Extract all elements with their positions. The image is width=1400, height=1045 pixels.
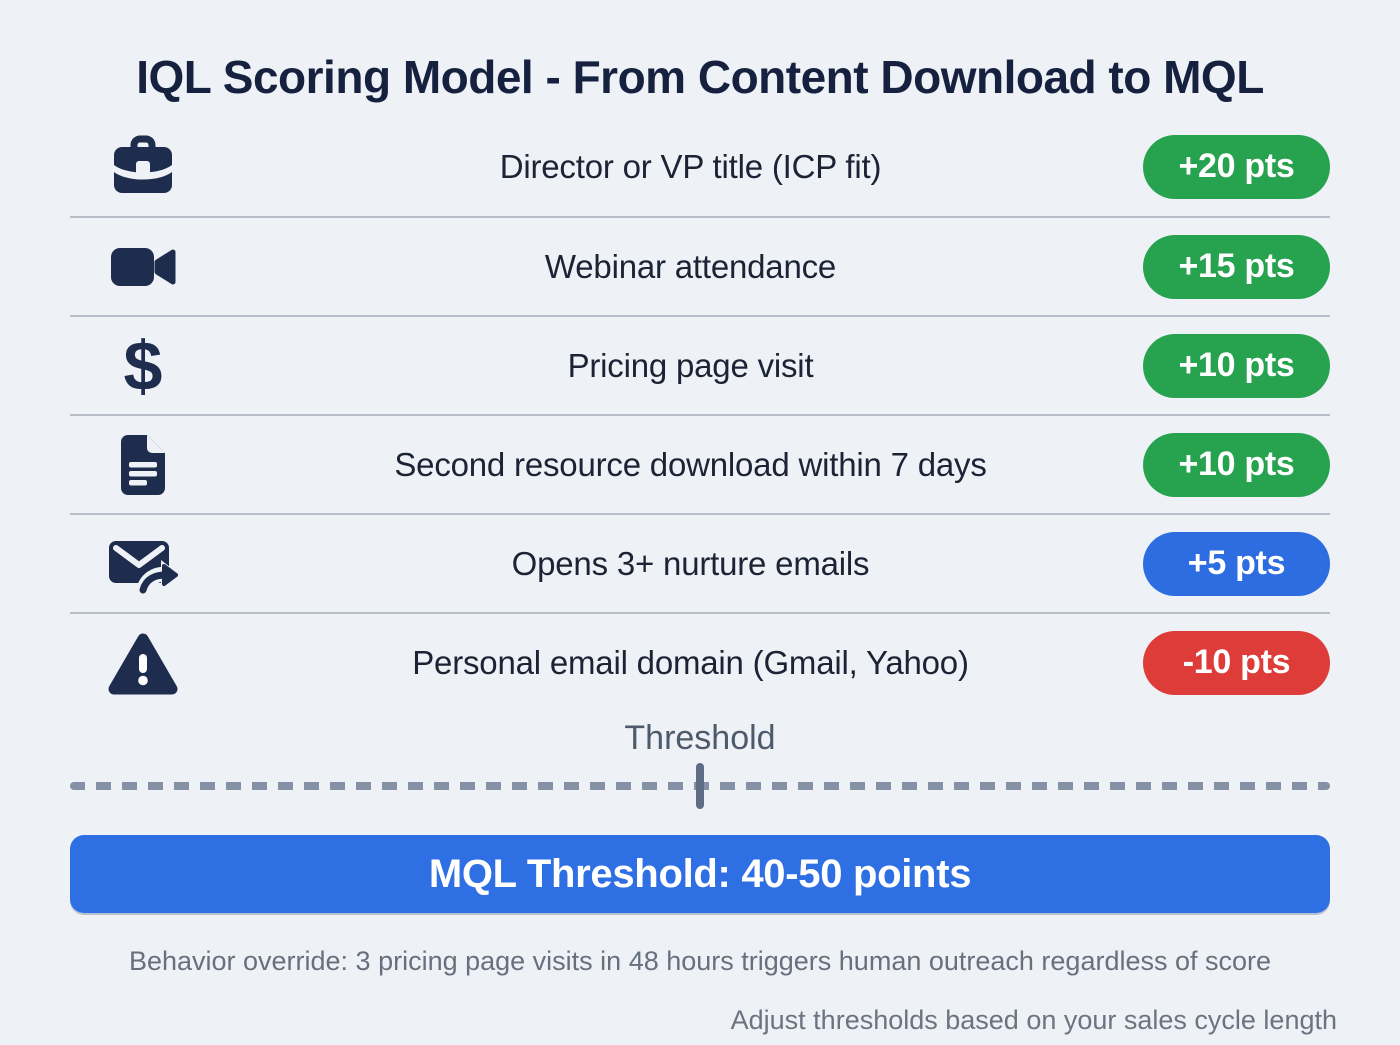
scoring-row: Second resource download within 7 days +…	[70, 414, 1330, 513]
points-badge: +10 pts	[1143, 432, 1330, 497]
adjust-thresholds-note: Adjust thresholds based on your sales cy…	[730, 1005, 1337, 1035]
threshold-line	[70, 763, 1330, 809]
scoring-row: Director or VP title (ICP fit) +20 pts	[70, 117, 1330, 216]
points-badge: -10 pts	[1143, 630, 1330, 695]
banner-text: MQL Threshold: 40-50 points	[428, 851, 972, 896]
threshold-label: Threshold	[624, 719, 776, 757]
row-label: Director or VP title (ICP fit)	[499, 147, 882, 185]
scoring-row: $ Pricing page visit +10 pts	[70, 315, 1330, 414]
row-label: Pricing page visit	[567, 346, 814, 384]
document-icon	[70, 429, 216, 501]
scoring-row: Opens 3+ nurture emails +5 pts	[70, 513, 1330, 612]
threshold-section: Threshold	[0, 719, 1400, 809]
row-label: Second resource download within 7 days	[394, 445, 987, 483]
points-badge: +5 pts	[1143, 531, 1330, 596]
page-title: IQL Scoring Model - From Content Downloa…	[136, 51, 1264, 103]
row-label: Webinar attendance	[544, 247, 837, 285]
behavior-override-note: Behavior override: 3 pricing page visits…	[128, 946, 1272, 976]
row-label: Personal email domain (Gmail, Yahoo)	[412, 643, 969, 681]
video-camera-icon	[70, 231, 216, 303]
email-forward-icon	[70, 528, 216, 600]
points-badge: +20 pts	[1143, 134, 1330, 199]
scoring-row: Webinar attendance +15 pts	[70, 216, 1330, 315]
mql-threshold-banner: MQL Threshold: 40-50 points	[70, 835, 1330, 913]
warning-icon	[70, 627, 216, 699]
points-badge: +10 pts	[1143, 333, 1330, 398]
scoring-row: Personal email domain (Gmail, Yahoo) -10…	[70, 612, 1330, 711]
dollar-icon: $	[123, 326, 163, 405]
threshold-tick-mark	[696, 763, 704, 809]
points-badge: +15 pts	[1143, 234, 1330, 299]
briefcase-icon	[70, 131, 216, 203]
row-label: Opens 3+ nurture emails	[511, 544, 870, 582]
scoring-rows: Director or VP title (ICP fit) +20 pts W…	[70, 117, 1330, 711]
